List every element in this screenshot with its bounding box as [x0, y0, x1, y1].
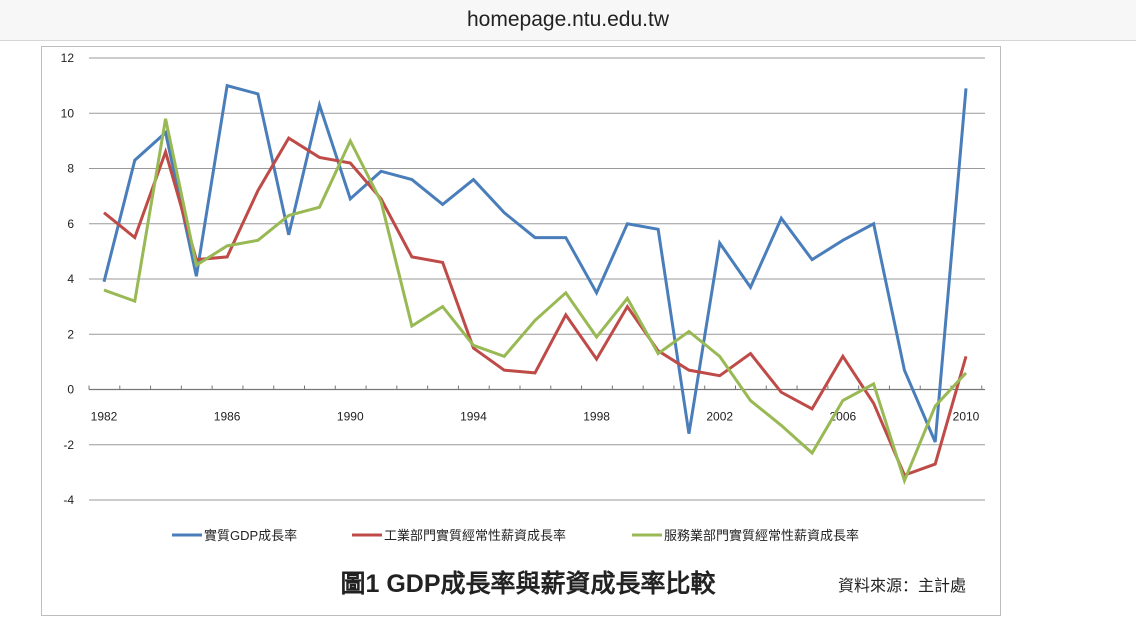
y-axis-ticks: 12 10 8 6 4 2 0 -2 -4	[61, 51, 75, 507]
y-tick-label: 2	[67, 327, 74, 341]
address-bar[interactable]: homepage.ntu.edu.tw	[0, 0, 1136, 41]
legend-label: 服務業部門實質經常性薪資成長率	[664, 528, 859, 543]
x-axis: 1982 1986 1990 1994 1998 2002 2006 2010	[88, 385, 985, 424]
source-note: 資料來源：主計處	[838, 577, 966, 595]
url-text: homepage.ntu.edu.tw	[467, 8, 669, 31]
y-tick-label: 4	[67, 272, 74, 286]
x-tick-label: 1986	[214, 410, 241, 424]
x-tick-label: 2002	[706, 410, 733, 424]
series-line-0	[102, 83, 968, 443]
series-lines	[102, 83, 968, 486]
y-tick-label: 10	[61, 106, 75, 120]
series-line-1	[103, 136, 968, 478]
legend-label: 工業部門實質經常性薪資成長率	[384, 528, 566, 543]
legend: 實質GDP成長率 工業部門實質經常性薪資成長率 服務業部門實質經常性薪資成長率	[172, 528, 859, 543]
y-tick-label: 8	[67, 162, 74, 176]
x-tick-label: 1994	[460, 410, 487, 424]
legend-label: 實質GDP成長率	[204, 528, 297, 543]
x-tick-label: 1990	[337, 410, 364, 424]
x-tick-label: 2010	[953, 410, 980, 424]
chart-frame	[41, 46, 1001, 616]
y-tick-label: 6	[67, 217, 74, 231]
y-tick-label: 0	[67, 383, 74, 397]
chart-title: 圖1 GDP成長率與薪資成長率比較	[340, 569, 716, 598]
series-line-2	[103, 118, 968, 486]
x-tick-label: 1982	[91, 410, 118, 424]
y-tick-label: 12	[61, 51, 75, 65]
y-tick-label: -4	[63, 493, 74, 507]
y-tick-label: -2	[63, 438, 74, 452]
x-tick-label: 1998	[583, 410, 610, 424]
gridlines	[89, 57, 985, 501]
